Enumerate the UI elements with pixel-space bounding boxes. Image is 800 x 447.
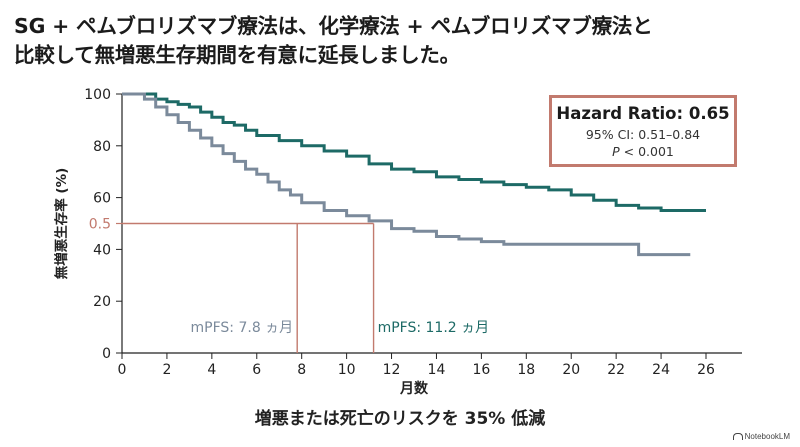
confidence-interval: 95% CI: 0.51–0.84 bbox=[585, 127, 701, 142]
y-tick-label: 20 bbox=[93, 294, 111, 310]
x-tick-label: 12 bbox=[383, 362, 401, 378]
p-value-text: < 0.001 bbox=[619, 144, 674, 159]
y-axis-title: 無増悪生存率 (%) bbox=[53, 168, 70, 280]
x-tick-label: 4 bbox=[207, 362, 216, 378]
x-tick-label: 24 bbox=[652, 362, 670, 378]
x-tick-label: 18 bbox=[517, 362, 535, 378]
x-tick-label: 14 bbox=[428, 362, 446, 378]
p-value-symbol: P bbox=[612, 144, 620, 159]
x-tick-label: 20 bbox=[562, 362, 580, 378]
y-tick-label: 0 bbox=[102, 346, 111, 362]
mpfs-label-sg: mPFS: 11.2 ヵ月 bbox=[378, 320, 490, 336]
headline: SG + ペムブロリズマブ療法は、化学療法 + ペムブロリズマブ療法と 比較して… bbox=[14, 12, 794, 70]
y-tick-label: 100 bbox=[84, 87, 111, 103]
conclusion-text: 増悪または死亡のリスクを 35% 低減 bbox=[254, 409, 546, 429]
brand-name: NotebookLM bbox=[744, 432, 790, 441]
km-curve-sg bbox=[122, 92, 706, 213]
brand-watermark: NotebookLM bbox=[732, 432, 790, 441]
headline-line-2: 比較して無増悪生存期間を有意に延長しました。 bbox=[14, 43, 460, 67]
x-tick-label: 16 bbox=[472, 362, 490, 378]
x-tick-label: 0 bbox=[118, 362, 127, 378]
y-tick-label: 40 bbox=[93, 242, 111, 258]
x-tick-label: 26 bbox=[697, 362, 715, 378]
x-tick-label: 8 bbox=[297, 362, 306, 378]
x-axis-title: 月数 bbox=[399, 380, 429, 397]
y-tick-label: 80 bbox=[93, 139, 111, 155]
x-tick-label: 6 bbox=[252, 362, 261, 378]
median-tick-label: 0.5 bbox=[89, 217, 111, 233]
hazard-ratio-box: Hazard Ratio: 0.65 95% CI: 0.51–0.84 P <… bbox=[549, 95, 737, 167]
x-tick-label: 10 bbox=[338, 362, 356, 378]
mpfs-label-chemo: mPFS: 7.8 ヵ月 bbox=[191, 320, 294, 336]
x-tick-label: 2 bbox=[162, 362, 171, 378]
p-value: P < 0.001 bbox=[552, 144, 734, 159]
headline-line-1: SG + ペムブロリズマブ療法は、化学療法 + ペムブロリズマブ療法と bbox=[14, 14, 653, 38]
y-tick-label: 60 bbox=[93, 191, 111, 207]
km-curve-chemo bbox=[122, 92, 691, 257]
notebooklm-logo-icon bbox=[732, 433, 743, 440]
x-tick-label: 22 bbox=[607, 362, 625, 378]
hazard-ratio-title: Hazard Ratio: 0.65 bbox=[556, 104, 730, 123]
